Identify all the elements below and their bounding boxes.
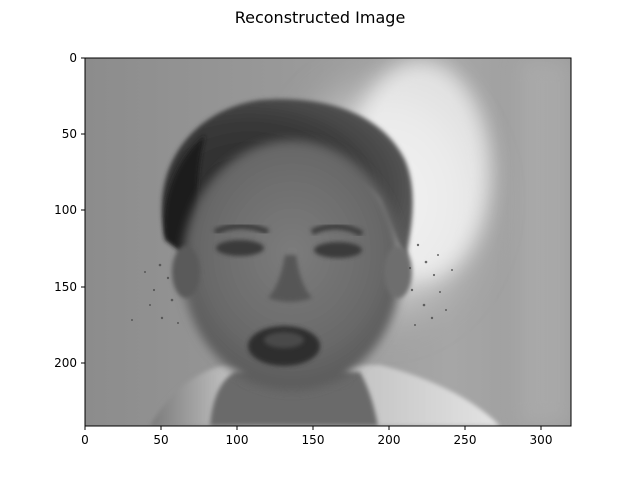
x-tick-label: 200 [378, 433, 401, 447]
y-tick: 50 [62, 127, 85, 141]
y-tick-label: 150 [54, 280, 77, 294]
reconstructed-face-image [85, 58, 571, 426]
x-axis: 0 50 100 150 200 250 [81, 426, 552, 447]
x-tick: 50 [153, 426, 169, 447]
x-tick-label: 300 [530, 433, 553, 447]
y-tick: 100 [54, 203, 85, 217]
figure-title: Reconstructed Image [234, 8, 406, 27]
y-tick: 0 [69, 51, 85, 65]
x-tick: 200 [378, 426, 401, 447]
y-tick: 200 [54, 356, 85, 370]
y-axis: 0 50 100 150 200 [54, 51, 85, 370]
x-tick-label: 100 [226, 433, 249, 447]
y-tick-label: 200 [54, 356, 77, 370]
x-tick: 300 [530, 426, 553, 447]
y-tick-label: 0 [69, 51, 77, 65]
x-tick-label: 250 [454, 433, 477, 447]
x-tick: 0 [81, 426, 89, 447]
x-tick: 150 [302, 426, 325, 447]
x-tick: 250 [454, 426, 477, 447]
x-tick-label: 50 [153, 433, 168, 447]
y-tick: 150 [54, 280, 85, 294]
y-tick-label: 50 [62, 127, 77, 141]
x-tick-label: 0 [81, 433, 89, 447]
x-tick: 100 [226, 426, 249, 447]
y-tick-label: 100 [54, 203, 77, 217]
axes-frame [84, 57, 572, 427]
x-tick-label: 150 [302, 433, 325, 447]
